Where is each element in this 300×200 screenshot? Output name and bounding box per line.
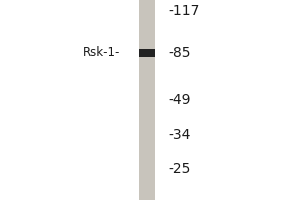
Text: -49: -49 [168, 93, 190, 107]
Text: -25: -25 [168, 162, 190, 176]
Text: Rsk-1-: Rsk-1- [82, 46, 120, 60]
Text: -117: -117 [168, 4, 200, 18]
Bar [139, 0, 155, 200]
Text: -85: -85 [168, 46, 190, 60]
Bar [139, 49, 155, 57]
Text: -34: -34 [168, 128, 190, 142]
